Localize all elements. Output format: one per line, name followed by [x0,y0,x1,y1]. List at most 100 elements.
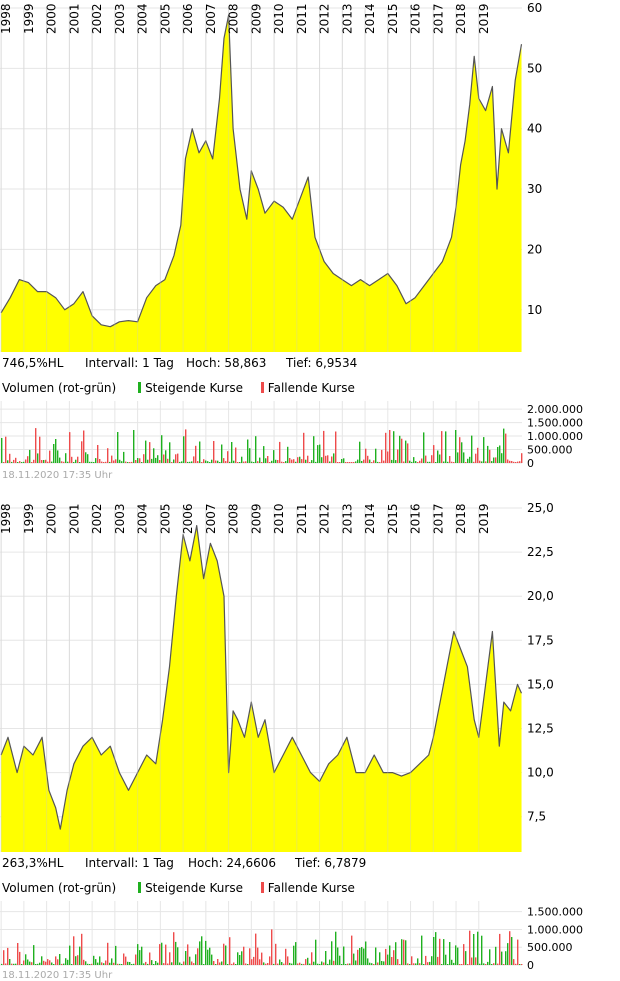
volume-bar [165,450,167,463]
volume-bar [135,460,137,463]
volume-bar [185,429,187,463]
year-label: 2010 [272,503,286,534]
volume-bar [271,929,273,965]
volume-bar [507,943,509,965]
volume-bar [107,448,109,463]
volume-bar [301,459,303,463]
volume-bar [97,962,99,965]
volume-bar [349,963,351,965]
volume-bar [485,964,487,965]
volume-bar [213,961,215,965]
volume-bar [203,964,205,965]
volume-bar [245,963,247,965]
volume-bar [509,931,511,965]
volume-bar [5,436,7,463]
volume-bar [235,964,237,965]
volume-bar [389,945,391,965]
volume-bar [311,952,313,965]
volume-bar [521,453,523,463]
volume-bar [323,430,325,463]
volume-bar [343,458,345,463]
volume-bar [429,961,431,965]
volume-bar [3,462,5,463]
price-area-2 [1,525,522,852]
volume-bar [435,462,437,463]
volume-bar [307,455,309,463]
volume-bar [171,462,173,463]
year-label: 2005 [158,3,172,34]
volume-bar [487,961,489,965]
volume-bar [7,460,9,463]
volume-bar [71,964,73,965]
volume-bar [139,950,141,965]
volume-bar [161,942,163,965]
volume-bar [105,960,107,965]
volume-bar [505,433,507,463]
volume-bar [87,963,89,965]
volume-bar [441,431,443,463]
vol-tick-label: 0 [527,959,534,969]
volume-bar [311,460,313,463]
volume-bar [455,945,457,965]
volume-bar [335,931,337,965]
volume-bar [41,956,43,965]
volume-bar [193,963,195,965]
volume-bar [481,461,483,463]
volume-bar [353,953,355,965]
volume-bar [189,956,191,965]
volume-bar [97,445,99,463]
y-tick-label: 7,5 [527,810,546,824]
volume-bar [207,461,209,463]
volume-bar [325,951,327,965]
volume-bar [113,460,115,463]
volume-bar [145,440,147,463]
volume-bar [319,964,321,965]
price-chart-2: 7,5 10,0 12,5 15,0 17,5 20,0 22,5 25,0 1998 1999 2… [0,501,554,852]
volume-bar [295,942,297,965]
y-tick-label: 20,0 [527,589,554,603]
volume-bar [131,461,133,463]
volume-bar [353,462,355,463]
volume-bar [495,946,497,965]
volume-bar [125,956,127,965]
volume-bar [47,461,49,463]
volume-bar [101,962,103,965]
volume-bar [115,945,117,965]
high-stat-1: Hoch: 58,863 [186,356,267,370]
volume-bar [197,461,199,463]
volume-bar [319,444,321,463]
volume-bar [343,946,345,965]
volume-bar [13,963,15,965]
volume-bar [397,959,399,965]
volume-bar [7,947,9,965]
volume-bar [133,430,135,463]
volume-bar [195,445,197,463]
volume-bar [25,954,27,965]
volume-bar [413,457,415,463]
volume-bar [137,458,139,463]
volume-bar [9,959,11,965]
volume-bar [117,963,119,965]
volume-bar [453,462,455,463]
volume-bar [347,462,349,463]
year-label: 1998 [0,503,13,534]
volume-bar [511,937,513,965]
volume-bar [407,963,409,965]
volume-bar [457,452,459,463]
volume-bar [299,456,301,463]
volume-bar [75,956,77,965]
volume-bar [67,461,69,463]
volume-bar [269,956,271,965]
volume-bar [409,460,411,463]
volume-bar [469,930,471,965]
volume-bar [399,964,401,965]
volume-bar [15,457,17,463]
volume-bar [391,957,393,965]
year-label: 2003 [113,3,127,34]
volume-bar [209,462,211,463]
volume-bar [333,453,335,463]
volume-bar [515,963,517,965]
volume-bar [95,458,97,463]
volume-bar [43,960,45,965]
volume-bar [85,961,87,965]
